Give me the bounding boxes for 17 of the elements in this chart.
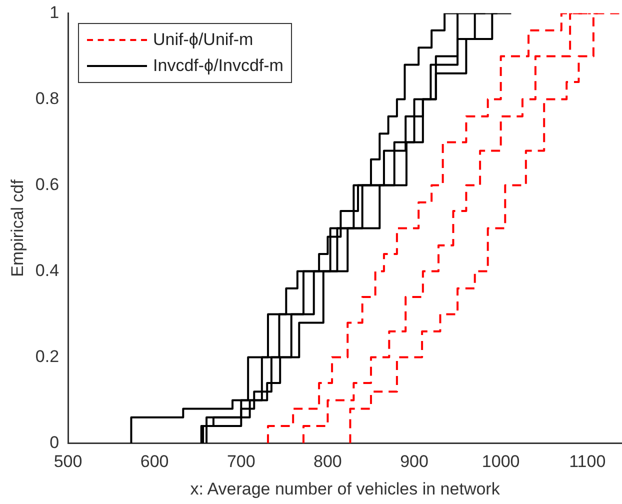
x-tick-label: 1100 [569, 452, 606, 472]
y-tick-label: 0.8 [35, 88, 60, 108]
x-tick-label: 800 [314, 452, 342, 472]
x-axis-title: x: Average number of vehicles in network [190, 479, 500, 498]
legend-label: Unif-ϕ/Unif-m [153, 30, 254, 50]
y-tick-label: 0.6 [35, 174, 60, 194]
x-tick-label: 900 [400, 452, 428, 472]
x-tick-label: 1000 [482, 452, 520, 472]
y-tick-label: 0.2 [35, 346, 60, 366]
x-tick-label: 700 [226, 452, 256, 472]
y-tick-label: 1 [50, 2, 60, 22]
y-axis-title: Empirical cdf [8, 179, 27, 277]
y-tick-label: 0 [50, 432, 60, 452]
x-tick-label: 600 [140, 452, 169, 472]
x-tick-label: 500 [54, 452, 82, 472]
legend-label: Invcdf-ϕ/Invcdf-m [153, 56, 284, 76]
y-tick-label: 0.4 [35, 260, 60, 280]
